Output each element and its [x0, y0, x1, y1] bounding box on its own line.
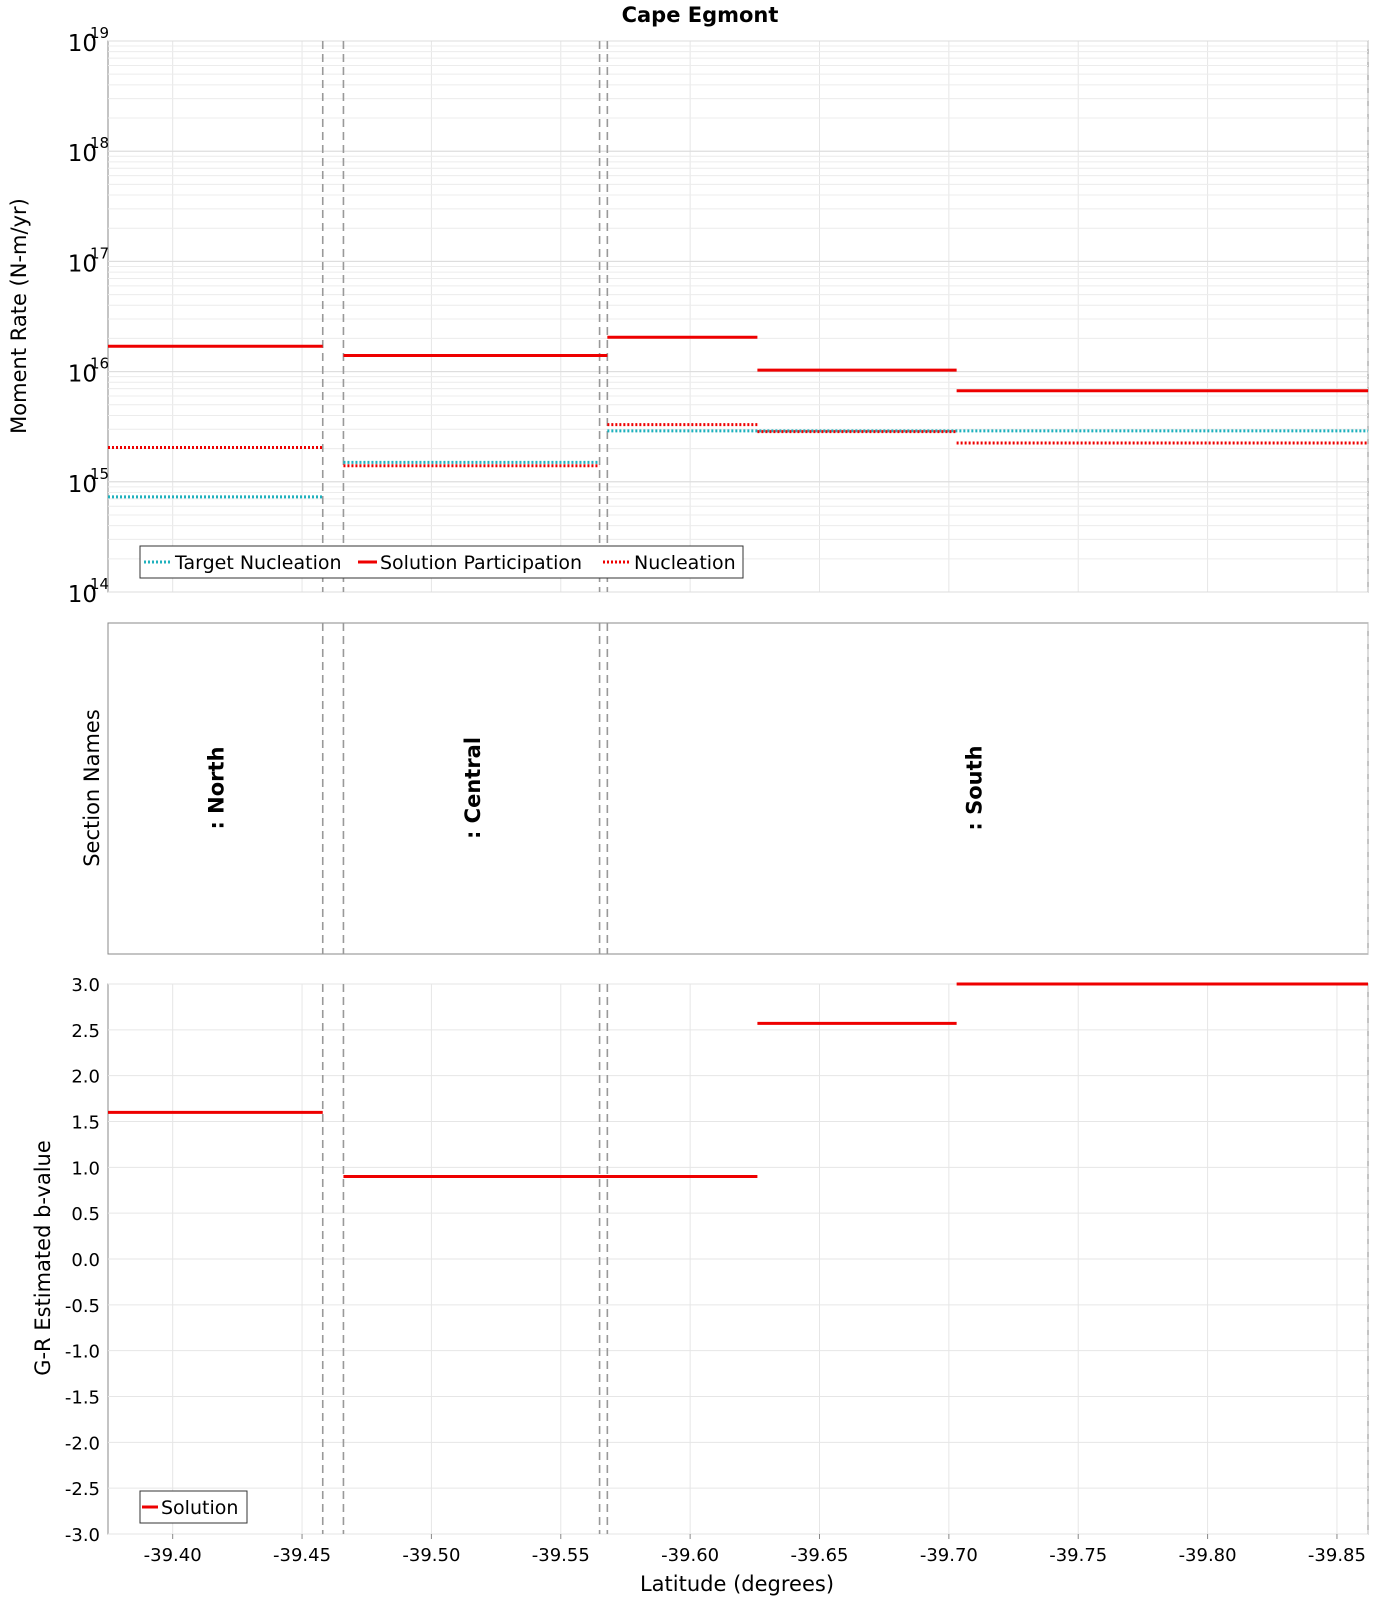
x-tick-label: -39.60 [661, 1545, 719, 1566]
moment-rate-legend: Target Nucleation Solution Participation… [139, 545, 744, 579]
x-axis-ticks: -39.40 -39.45 -39.50 -39.55 -39.60 -39.65 -39.… [144, 1534, 1366, 1566]
y-tick-label: -2.0 [65, 1433, 100, 1454]
y-tick-label: -1.0 [65, 1342, 100, 1363]
y-tick-label: -2.5 [65, 1479, 100, 1500]
x-tick-label: -39.80 [1179, 1545, 1237, 1566]
b-value-section-boundaries [321, 984, 1369, 1534]
y-tick-label-exponent: 14 [90, 575, 109, 593]
section-names-y-axis-label: Section Names [80, 709, 104, 867]
x-tick-label: -39.75 [1049, 1545, 1107, 1566]
x-tick-label: -39.45 [273, 1545, 331, 1566]
legend-label-solution-participation: Solution Participation [380, 552, 582, 574]
y-tick-label-exponent: 18 [90, 134, 109, 152]
y-tick-label: 2.5 [71, 1021, 100, 1042]
chart-title: Cape Egmont [622, 3, 779, 27]
y-tick-label-base: 10 [68, 31, 97, 57]
y-tick-label-exponent: 17 [90, 244, 109, 262]
y-tick-label-base: 10 [68, 141, 97, 167]
b-value-grid [108, 983, 1368, 1535]
y-tick-label: -0.5 [65, 1296, 100, 1317]
y-tick-label-base: 10 [68, 362, 97, 388]
section-names-boundaries [321, 623, 1369, 954]
legend-label-target-nucleation: Target Nucleation [174, 552, 342, 574]
y-tick-label-base: 10 [68, 251, 97, 277]
x-tick-label: -39.50 [402, 1545, 460, 1566]
section-name-label: : Central [461, 737, 485, 839]
y-tick-label-exponent: 16 [90, 355, 109, 373]
y-tick-label: 2.0 [71, 1067, 100, 1088]
y-tick-label: 1.0 [71, 1158, 100, 1179]
b-value-y-ticks: 3.0 2.5 2.0 1.5 1.0 0.5 0.0 -0.5 -1.0 -1.5 -2.0 -2.… [65, 975, 100, 1546]
section-names-panel: : North : Central : South Section Names [80, 622, 1369, 955]
y-tick-label: 0.0 [71, 1250, 100, 1271]
moment-rate-y-axis-label: Moment Rate (N-m/yr) [7, 198, 31, 434]
moment-rate-series [108, 335, 1368, 499]
b-value-y-axis-label: G-R Estimated b-value [31, 1140, 55, 1376]
moment-rate-plot-area [107, 40, 1369, 593]
b-value-series [108, 982, 1368, 1178]
legend-label-solution: Solution [161, 1497, 238, 1519]
x-tick-label: -39.55 [532, 1545, 590, 1566]
y-tick-label-base: 10 [68, 582, 97, 608]
y-tick-label: 0.5 [71, 1204, 100, 1225]
y-tick-label-exponent: 15 [90, 465, 109, 483]
moment-rate-section-boundaries [321, 41, 1369, 592]
section-names-plot-area [107, 622, 1369, 955]
x-tick-label: -39.65 [790, 1545, 848, 1566]
y-tick-label: 1.5 [71, 1113, 100, 1134]
moment-rate-legend-box [139, 545, 744, 579]
x-tick-label: -39.40 [144, 1545, 202, 1566]
y-tick-label-exponent: 19 [90, 24, 109, 42]
y-tick-label: -3.0 [65, 1525, 100, 1546]
x-tick-label: -39.70 [920, 1545, 978, 1566]
y-tick-label: 3.0 [71, 975, 100, 996]
b-value-legend: Solution [139, 1490, 248, 1524]
section-name-labels: : North : Central : South [205, 737, 987, 839]
y-tick-label: -1.5 [65, 1388, 100, 1409]
x-axis-label: Latitude (degrees) [640, 1572, 834, 1596]
section-name-label: : North [205, 746, 229, 829]
x-tick-label: -39.85 [1308, 1545, 1366, 1566]
legend-label-nucleation: Nucleation [634, 552, 736, 574]
section-name-label: : South [963, 745, 987, 830]
b-value-panel: 3.0 2.5 2.0 1.5 1.0 0.5 0.0 -0.5 -1.0 -1.5 -2.0 -2.… [31, 975, 1369, 1546]
y-tick-label-base: 10 [68, 472, 97, 498]
